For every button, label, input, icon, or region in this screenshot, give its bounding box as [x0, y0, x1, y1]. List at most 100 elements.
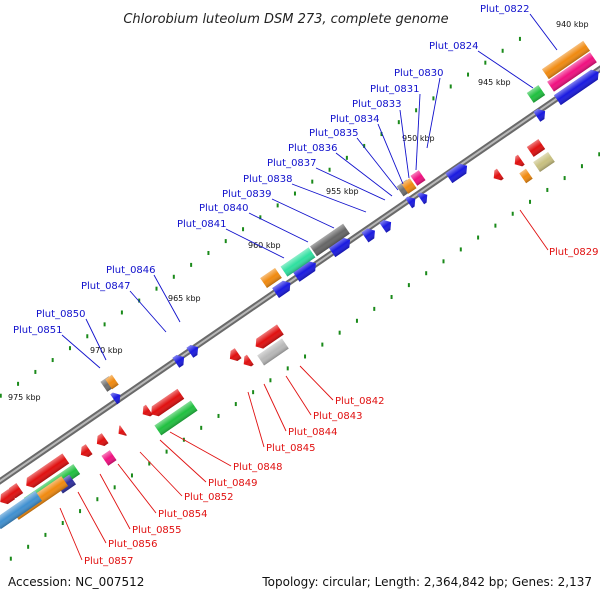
gene-glyph[interactable] [310, 223, 350, 257]
gene-glyph[interactable] [445, 161, 471, 184]
gene-label[interactable]: Plut_0836 [288, 143, 338, 154]
gene-glyph[interactable] [77, 444, 93, 460]
gene-label[interactable]: Plut_0850 [36, 309, 86, 320]
gene-glyph[interactable] [292, 258, 320, 282]
leader-line [248, 212, 309, 243]
gene-glyph[interactable] [526, 85, 546, 103]
gene-label[interactable]: Plut_0822 [480, 4, 530, 15]
leader-line [415, 93, 421, 171]
leader-line [129, 290, 167, 333]
gene-glyph[interactable] [541, 40, 591, 80]
leader-line [169, 431, 232, 467]
gene-label[interactable]: Plut_0856 [108, 539, 158, 550]
gene-glyph[interactable] [511, 154, 525, 169]
leader-line [529, 13, 558, 51]
gene-glyph[interactable] [526, 139, 546, 157]
gene-glyph[interactable] [547, 52, 597, 92]
leader-line [285, 375, 312, 416]
topology-summary: Topology: circular; Length: 2,364,842 bp… [261, 575, 592, 589]
gene-glyph[interactable] [328, 235, 354, 258]
gene-glyph[interactable] [379, 217, 394, 233]
gene-label[interactable]: Plut_0854 [158, 509, 208, 520]
gene-glyph[interactable] [260, 267, 282, 289]
gene-glyph[interactable] [280, 247, 316, 277]
gene-glyph[interactable] [186, 342, 201, 358]
leader-line [477, 50, 534, 89]
gene-glyph[interactable] [272, 278, 294, 299]
gene-label[interactable]: Plut_0835 [309, 128, 359, 139]
gene-glyph[interactable] [553, 67, 600, 106]
gene-label[interactable]: Plut_0830 [394, 68, 444, 79]
leader-line [399, 109, 410, 179]
gene-glyph[interactable] [257, 338, 289, 366]
gene-glyph[interactable] [252, 324, 284, 352]
gene-glyph[interactable] [410, 170, 426, 186]
gene-label[interactable]: Plut_0851 [13, 325, 63, 336]
gene-label[interactable]: Plut_0829 [549, 247, 599, 258]
kbp-label: 960 kbp [248, 241, 281, 250]
leader-line [159, 439, 207, 483]
kbp-label: 975 kbp [8, 393, 41, 402]
gene-label[interactable]: Plut_0833 [352, 99, 402, 110]
gene-glyph[interactable] [401, 178, 417, 194]
gene-glyph[interactable] [101, 450, 117, 466]
gene-label[interactable]: Plut_0847 [81, 281, 131, 292]
gene-label[interactable]: Plut_0834 [330, 114, 380, 125]
gene-glyph[interactable] [105, 374, 119, 390]
reverse-gene-labels: Plut_0829 Plut_0842 Plut_0843 Plut_0844 … [84, 247, 599, 567]
gene-glyph[interactable] [490, 168, 504, 183]
gene-glyph[interactable] [5, 483, 24, 501]
kbp-label: 970 kbp [90, 346, 123, 355]
gene-label[interactable]: Plut_0848 [233, 462, 283, 473]
gene-glyph[interactable] [110, 390, 123, 405]
gene-label[interactable]: Plut_0831 [370, 84, 420, 95]
gene-label[interactable]: Plut_0857 [84, 556, 134, 567]
gene-label[interactable]: Plut_0855 [132, 525, 182, 536]
gene-glyph[interactable] [240, 354, 254, 369]
gene-glyph[interactable] [533, 106, 548, 122]
leader-line [225, 228, 285, 259]
gene-glyph[interactable] [519, 168, 533, 184]
gene-label[interactable]: Plut_0846 [106, 265, 156, 276]
gene-label[interactable]: Plut_0842 [335, 396, 385, 407]
gene-glyph[interactable] [115, 425, 127, 438]
gene-glyph[interactable] [172, 352, 187, 368]
gene-glyph[interactable] [361, 226, 379, 243]
gene-label[interactable]: Plut_0849 [208, 478, 258, 489]
gene-label[interactable]: Plut_0824 [429, 41, 479, 52]
gene-label[interactable]: Plut_0841 [177, 219, 227, 230]
gene-label[interactable]: Plut_0840 [199, 203, 249, 214]
gene-glyph[interactable] [148, 388, 185, 419]
gene-label[interactable]: Plut_0845 [266, 443, 316, 454]
gene-glyph[interactable] [226, 348, 242, 364]
gene-glyph[interactable] [405, 194, 418, 209]
gene-glyph[interactable] [93, 433, 109, 449]
gene-glyph[interactable] [533, 151, 555, 173]
leader-line [139, 451, 183, 497]
gene-label[interactable]: Plut_0843 [313, 411, 363, 422]
kbp-label: 955 kbp [326, 187, 359, 196]
gene-glyph[interactable] [139, 404, 153, 419]
gene-label[interactable]: Plut_0852 [184, 492, 234, 503]
accession-text: Accession: NC_007512 [8, 575, 144, 589]
gene-glyph[interactable] [0, 489, 16, 507]
kbp-label: 950 kbp [402, 134, 435, 143]
leader-line [61, 334, 101, 369]
gene-label[interactable]: Plut_0838 [243, 174, 293, 185]
gene-glyph[interactable] [417, 190, 430, 205]
gene-label[interactable]: Plut_0844 [288, 427, 338, 438]
forward-gene-labels: Plut_0822 Plut_0824 Plut_0830 Plut_0831 … [13, 4, 530, 336]
leader-line [519, 209, 549, 251]
leader-line [356, 137, 399, 191]
leader-line [377, 123, 404, 185]
gene-label[interactable]: Plut_0839 [222, 189, 272, 200]
gene-glyph[interactable] [23, 453, 70, 490]
kbp-label: 940 kbp [556, 20, 589, 29]
gene-glyph[interactable] [0, 490, 43, 530]
leader-line [315, 167, 386, 201]
leader-line [247, 391, 265, 448]
gene-label[interactable]: Plut_0837 [267, 158, 317, 169]
gene-glyph[interactable] [154, 400, 198, 436]
